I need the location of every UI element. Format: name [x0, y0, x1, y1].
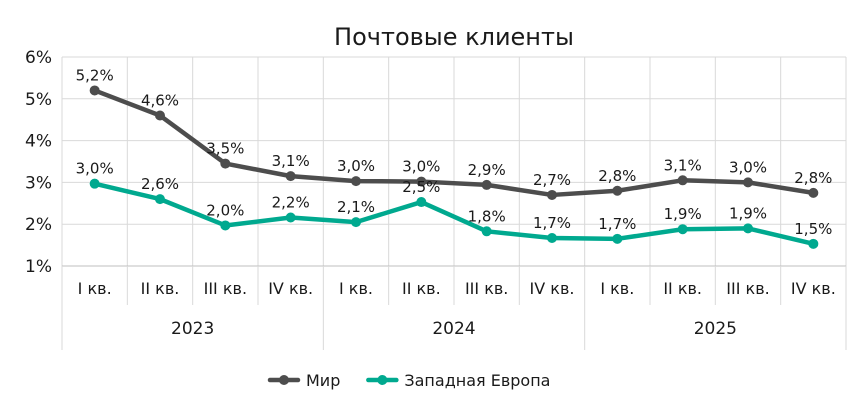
data-point — [285, 212, 296, 223]
data-point — [481, 179, 492, 190]
x-tick-label: II кв. — [663, 279, 702, 298]
data-label: 3,0% — [337, 157, 375, 175]
data-point — [547, 189, 557, 200]
data-label: 2,5% — [402, 178, 440, 196]
x-group-label: 2023 — [171, 319, 214, 339]
data-point — [677, 224, 688, 235]
data-point — [677, 175, 688, 186]
x-tick-label: II кв. — [402, 279, 441, 298]
y-tick-label: 6% — [25, 48, 52, 68]
series-line — [92, 88, 816, 198]
y-tick-label: 2% — [25, 215, 52, 235]
data-label: 1,9% — [729, 204, 767, 222]
data-label: 2,2% — [272, 194, 310, 212]
data-label: 2,8% — [794, 169, 832, 187]
x-tick-label: II кв. — [141, 279, 180, 298]
data-point — [612, 185, 623, 196]
data-label: 1,9% — [664, 205, 702, 223]
y-tick-label: 4% — [25, 132, 52, 152]
data-point — [612, 233, 623, 244]
data-label: 3,1% — [664, 156, 702, 174]
x-tick-label: III кв. — [726, 279, 769, 298]
x-tick-label: IV кв. — [268, 279, 313, 298]
data-labels: 5,2% 4,6% 3,5% 3,1% 3,0% 3,0% 2,9% 2,7% 2,8% 3,1%… — [76, 66, 833, 237]
y-tick-label: 1% — [25, 257, 52, 277]
x-axis: I кв. II кв. III кв. IV кв. I кв. II кв. III к… — [61, 265, 847, 350]
legend: Мир Западная Европа — [267, 371, 550, 390]
series-line — [92, 181, 816, 247]
data-label: 1,8% — [468, 207, 506, 225]
x-tick-label: I кв. — [78, 279, 112, 298]
x-group-label: 2025 — [694, 319, 737, 339]
data-point — [808, 238, 819, 249]
data-point — [220, 220, 231, 231]
data-label: 2,8% — [598, 167, 636, 185]
x-tick-label: IV кв. — [530, 279, 575, 298]
data-point — [220, 158, 231, 169]
x-tick-label: I кв. — [339, 279, 373, 298]
data-label: 1,7% — [533, 214, 571, 232]
x-tick-label: IV кв. — [791, 279, 836, 298]
data-label: 4,6% — [141, 92, 179, 110]
data-point — [416, 197, 427, 208]
x-tick-label: I кв. — [600, 279, 634, 298]
data-point — [155, 194, 165, 205]
data-label: 2,6% — [141, 175, 179, 193]
data-label: 3,0% — [402, 158, 440, 176]
data-label: 3,5% — [206, 140, 244, 158]
series-layer — [89, 85, 819, 249]
data-point — [481, 226, 492, 237]
data-point — [89, 178, 100, 189]
data-point — [416, 176, 427, 187]
data-label: 2,0% — [206, 201, 244, 219]
data-label: 3,0% — [76, 160, 114, 178]
data-label: 1,5% — [794, 220, 832, 238]
data-label: 1,7% — [598, 215, 636, 233]
y-tick-label: 3% — [25, 173, 52, 193]
data-point — [155, 110, 165, 121]
data-point — [351, 176, 361, 187]
x-tick-label: III кв. — [465, 279, 508, 298]
legend-item: Мир — [267, 371, 340, 390]
data-point — [285, 171, 296, 182]
y-tick-label: 5% — [25, 90, 52, 110]
data-label: 2,9% — [468, 161, 506, 179]
legend-marker — [377, 375, 388, 385]
data-label: 3,0% — [729, 158, 767, 176]
data-point — [743, 223, 753, 234]
data-point — [743, 177, 753, 188]
data-label: 2,1% — [337, 198, 375, 216]
legend-marker — [279, 375, 289, 385]
data-label: 2,7% — [533, 171, 571, 189]
x-group-label: 2024 — [432, 319, 475, 339]
data-point — [351, 217, 361, 228]
data-label: 3,1% — [272, 152, 310, 170]
data-point — [547, 232, 557, 243]
legend-label: Западная Европа — [404, 371, 550, 390]
data-label: 5,2% — [76, 66, 114, 84]
data-point — [89, 85, 100, 96]
legend-label: Мир — [306, 371, 340, 390]
legend-item: Западная Европа — [366, 371, 550, 390]
y-axis: 1% 2% 3% 4% 5% 6% — [25, 48, 52, 277]
chart-title: Почтовые клиенты — [334, 23, 574, 51]
data-point — [808, 187, 819, 198]
x-tick-label: III кв. — [204, 279, 247, 298]
